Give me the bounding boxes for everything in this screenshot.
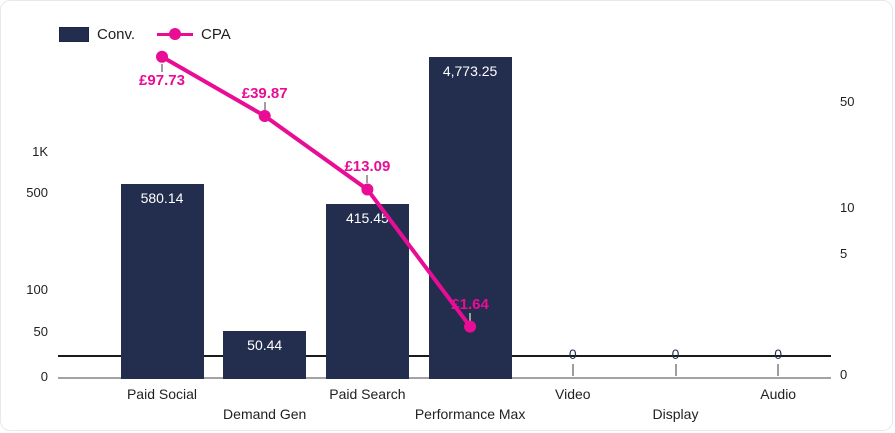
left-axis-tick-0: 0: [40, 368, 48, 384]
cpa-value-label-performance-max: £1.64: [451, 295, 489, 313]
bar-value-label-paid-social: 580.14: [140, 189, 184, 206]
left-axis-tick-500: 500: [26, 185, 48, 201]
cpa-point-demand-gen[interactable]: [258, 109, 271, 122]
cpa-label-connector-demand-gen: [263, 101, 266, 110]
bar-value-label-paid-search: 415.45: [345, 209, 389, 226]
cpa-value-label-paid-search: £13.09: [344, 158, 391, 176]
bar-value-label-audio: 0: [774, 346, 783, 362]
bar-paid-social[interactable]: [120, 183, 204, 379]
right-axis-tick-5: 5: [840, 245, 848, 261]
cpa-point-paid-search[interactable]: [361, 183, 374, 196]
cpa-label-connector-paid-social: [161, 63, 163, 72]
left-axis-tick-50: 50: [33, 323, 48, 339]
bar-series-swatch-icon: [59, 27, 89, 42]
right-axis-tick-10: 10: [840, 199, 855, 215]
cpa-line: [160, 54, 473, 329]
legend-label-conversions: Conv.: [97, 26, 136, 43]
legend-item-conversions[interactable]: Conv.: [59, 26, 135, 43]
bar-value-label-performance-max: 4,773.25: [442, 63, 498, 80]
line-series-marker-icon: [157, 27, 193, 42]
bar-value-label-demand-gen: 50.44: [247, 336, 283, 353]
legend-item-cpa[interactable]: CPA: [157, 26, 231, 43]
bar-zero-connector-video: [571, 364, 574, 376]
right-axis-tick-50: 50: [840, 93, 855, 109]
left-axis-tick-100: 100: [26, 281, 48, 297]
bar-value-label-video: 0: [568, 346, 577, 362]
x-axis-label-display: Display: [652, 406, 699, 422]
x-axis-label-performance-max: Performance Max: [414, 406, 526, 422]
bar-zero-connector-audio: [777, 364, 780, 376]
legend-label-cpa: CPA: [201, 26, 231, 43]
bar-demand-gen[interactable]: [223, 330, 307, 379]
bar-zero-connector-display: [674, 364, 677, 376]
right-axis-tick-0: 0: [840, 366, 848, 382]
bar-paid-search[interactable]: [325, 203, 409, 379]
cpa-value-label-demand-gen: £39.87: [241, 84, 288, 102]
cpa-value-label-paid-social: £97.73: [139, 71, 185, 89]
x-axis-label-audio: Audio: [760, 386, 797, 402]
x-axis-label-video: Video: [555, 386, 591, 402]
x-axis-label-demand-gen: Demand Gen: [223, 406, 307, 422]
cpa-label-connector-performance-max: [469, 312, 472, 321]
cpa-label-connector-paid-search: [366, 175, 369, 184]
left-axis-tick-1k: 1K: [32, 143, 48, 159]
cpa-point-performance-max[interactable]: [464, 320, 477, 333]
x-axis-label-paid-social: Paid Social: [126, 386, 198, 402]
bar-value-label-display: 0: [671, 346, 680, 362]
x-axis-label-paid-search: Paid Search: [329, 386, 406, 402]
cpa-point-paid-social[interactable]: [156, 50, 168, 63]
